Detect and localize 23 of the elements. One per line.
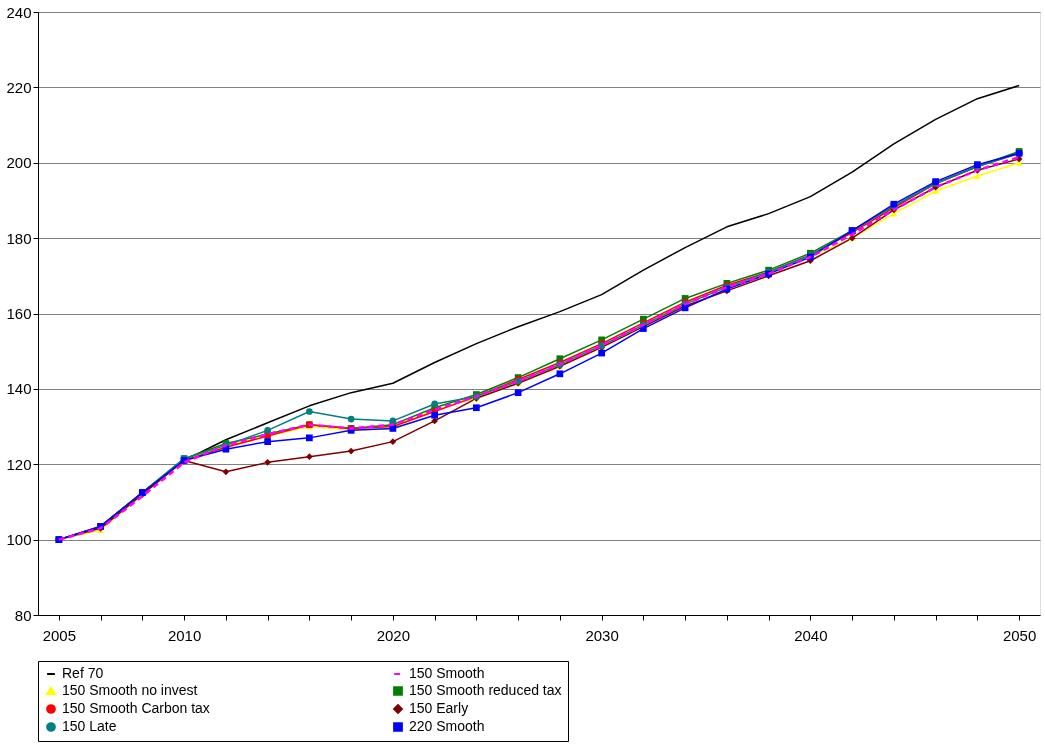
x-tick-label: 2020 — [376, 626, 411, 644]
y-tick-label: 100 — [6, 531, 32, 549]
y-tick-label: 140 — [6, 380, 32, 398]
y-tick-label: 200 — [6, 154, 32, 172]
x-tick-label: 2005 — [42, 626, 77, 644]
legend-label: 150 Smooth Carbon tax — [62, 700, 210, 716]
x-tick-label: 2010 — [167, 626, 202, 644]
legend-label: 150 Smooth — [409, 665, 485, 681]
legend-label: 150 Early — [409, 700, 469, 716]
x-tick-label: 2030 — [585, 626, 619, 644]
y-tick-label: 160 — [6, 305, 32, 322]
legend-label: 150 Late — [62, 718, 117, 734]
legend-label: 150 Smooth reduced tax — [409, 682, 562, 698]
x-tick-label: 2040 — [794, 626, 828, 644]
y-tick-label: 80 — [14, 606, 32, 624]
legend-label: 220 Smooth — [409, 718, 485, 734]
y-tick-label: 220 — [6, 78, 32, 96]
x-tick-label: 2050 — [1002, 626, 1037, 644]
y-tick-label: 240 — [6, 3, 32, 21]
y-tick-label: 180 — [6, 229, 32, 247]
legend-label: Ref 70 — [62, 665, 104, 681]
y-tick-label: 120 — [6, 455, 32, 473]
legend-label: 150 Smooth no invest — [62, 682, 198, 698]
